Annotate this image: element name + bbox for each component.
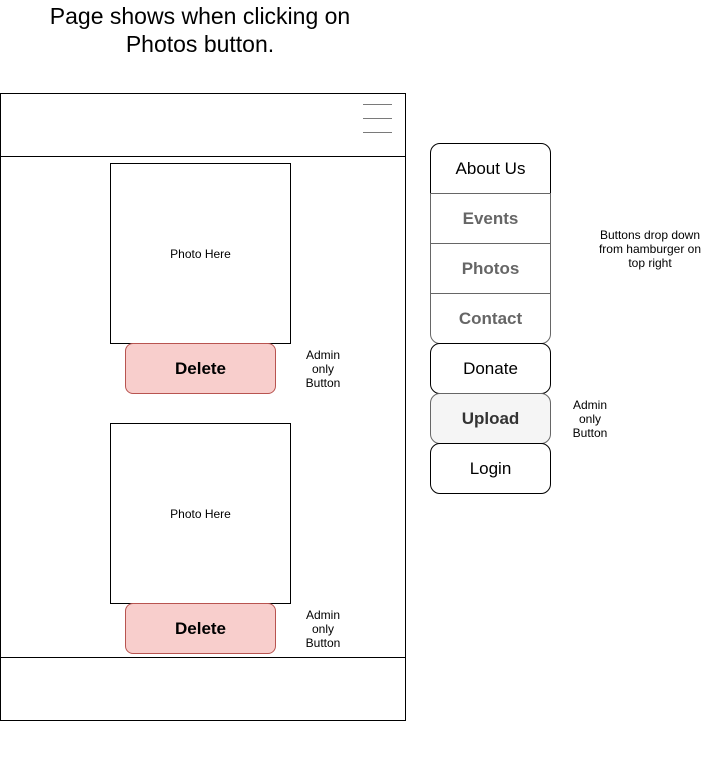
menu-item-about-us[interactable]: About Us	[430, 143, 551, 194]
photo-placeholder-label: Photo Here	[170, 246, 231, 261]
dropdown-note: Buttons drop down from hamburger on top …	[595, 228, 705, 270]
menu-item-label: Events	[462, 208, 519, 228]
menu-item-events[interactable]: Events	[430, 193, 551, 244]
delete-button-label: Delete	[174, 618, 227, 638]
note-line: Admin	[305, 348, 340, 362]
note-line: Button	[305, 376, 341, 390]
delete-button-label: Delete	[174, 358, 227, 378]
note-line: Admin	[572, 398, 607, 412]
menu-item-photos[interactable]: Photos	[430, 243, 551, 294]
hamburger-line	[363, 132, 392, 133]
page-title: Page shows when clicking on Photos butto…	[20, 2, 380, 58]
note-line: Button	[305, 636, 341, 650]
photo-placeholder: Photo Here	[110, 163, 291, 344]
menu-item-label: Contact	[458, 308, 523, 328]
photo-placeholder: Photo Here	[110, 423, 291, 604]
note-line: only	[311, 362, 334, 376]
menu-item-label: Donate	[463, 358, 518, 378]
menu-item-contact[interactable]: Contact	[430, 293, 551, 344]
page-title-text: Page shows when clicking on Photos butto…	[49, 3, 351, 57]
menu-item-donate[interactable]: Donate	[430, 343, 551, 394]
photo-placeholder-label: Photo Here	[170, 506, 231, 521]
delete-button[interactable]: Delete	[125, 603, 276, 654]
note-line: only	[311, 622, 334, 636]
menu-item-label: Login	[469, 458, 512, 478]
hamburger-line	[363, 118, 392, 119]
note-line: top right	[628, 256, 672, 270]
admin-only-note: Admin only Button	[293, 608, 353, 650]
menu-item-upload[interactable]: Upload	[430, 393, 551, 444]
phone-footer	[0, 657, 406, 721]
hamburger-icon[interactable]	[363, 103, 393, 135]
upload-admin-note: Admin only Button	[560, 398, 620, 440]
menu-item-label: Photos	[461, 258, 520, 278]
phone-header	[0, 93, 406, 157]
hamburger-line	[363, 104, 392, 105]
delete-button[interactable]: Delete	[125, 343, 276, 394]
menu-item-label: Upload	[461, 408, 520, 428]
note-line: only	[578, 412, 601, 426]
note-line: Button	[572, 426, 608, 440]
note-line: from hamburger on	[598, 242, 702, 256]
menu-item-login[interactable]: Login	[430, 443, 551, 494]
admin-only-note: Admin only Button	[293, 348, 353, 390]
note-line: Buttons drop down	[599, 228, 701, 242]
menu-item-label: About Us	[455, 158, 526, 178]
note-line: Admin	[305, 608, 340, 622]
